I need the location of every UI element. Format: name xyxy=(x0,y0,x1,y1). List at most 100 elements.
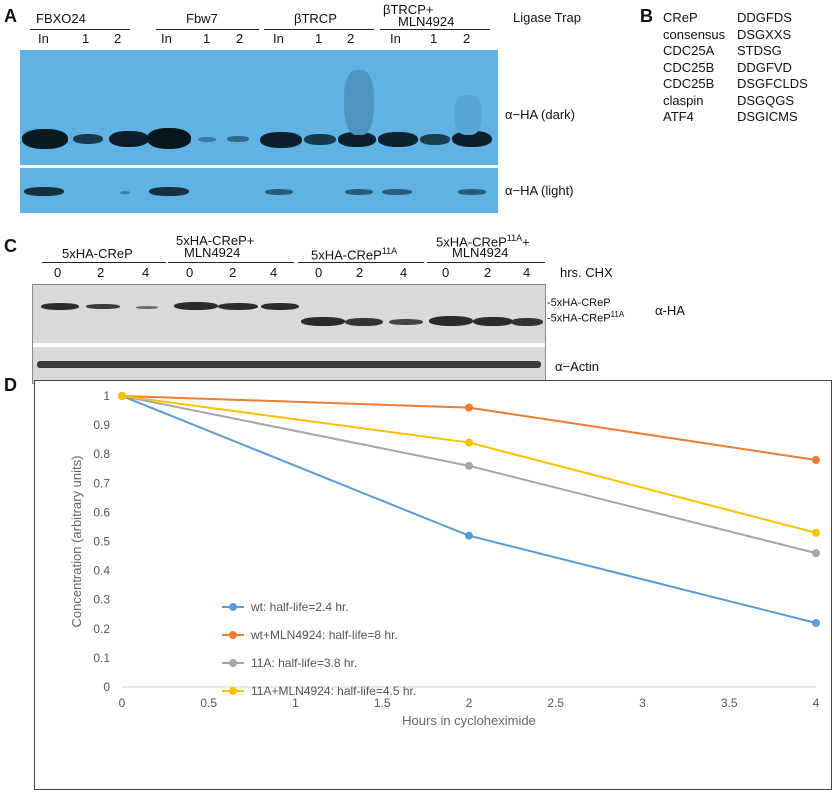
y-tick-label: 0.8 xyxy=(93,447,110,461)
blot-band xyxy=(338,132,376,147)
blot-band-actin xyxy=(37,361,541,368)
timepoint-label: 2 xyxy=(356,265,364,280)
marker-wt: -5xHA-CReP xyxy=(547,297,611,309)
blot-band xyxy=(378,132,418,147)
motif-name: CDC25B xyxy=(663,76,715,91)
panel-c-letter: C xyxy=(4,236,17,256)
motif-name: CReP xyxy=(663,10,698,25)
group-label-crep-mln-line1: 5xHA-CReP+ xyxy=(176,233,255,248)
timepoint-label: 2 xyxy=(97,265,105,280)
label-alpha-ha: α-HA xyxy=(655,303,685,318)
series-line xyxy=(121,395,817,624)
y-tick-label: 0.3 xyxy=(93,593,110,607)
blot-band xyxy=(41,303,79,310)
series-point xyxy=(812,456,820,465)
lane-label: 2 xyxy=(114,31,122,46)
legend-label: wt+MLN4924: half-life=8 hr. xyxy=(250,628,398,642)
group-label-crep-11a: 5xHA-CReP11A xyxy=(311,246,398,263)
blot-band xyxy=(345,189,373,195)
motif-name: claspin xyxy=(663,92,704,108)
label-ha-light: α−HA (light) xyxy=(505,183,574,198)
panel-d-letter: D xyxy=(4,375,17,395)
lane-label: 2 xyxy=(463,31,471,46)
legend-swatch-marker xyxy=(229,687,237,695)
group-underline xyxy=(298,262,424,263)
blot-band xyxy=(265,189,293,195)
series-point xyxy=(465,531,473,540)
chart-canvas: 0 0.1 0.2 0.3 0.4 0.5 0.6 0.7 0.8 0.9 1 0 0.5 1 1.5 2 2.… xyxy=(69,389,820,728)
timepoint-label: 0 xyxy=(315,265,323,280)
western-blot-image-a xyxy=(20,50,498,213)
group-underline xyxy=(427,262,545,263)
y-tick-label: 0.6 xyxy=(93,505,110,519)
blot-band xyxy=(198,137,216,142)
motif-sequences: DDGFDS DSGXXS STDSG DDGFVD DSGFCLDS DSGQ… xyxy=(737,10,808,126)
blot-smear xyxy=(344,70,374,135)
group-underline xyxy=(42,262,166,263)
series-point xyxy=(812,618,820,627)
blot-band xyxy=(24,187,64,196)
timepoint-label: 2 xyxy=(484,265,492,280)
marker-11a: -5xHA-CReP11A xyxy=(547,310,625,325)
series-point xyxy=(465,438,473,447)
motif-sequence: DDGFDS xyxy=(737,10,792,25)
blot-band xyxy=(109,131,149,147)
legend-label: 11A+MLN4924: half-life=4.5 hr. xyxy=(251,684,416,698)
x-tick-label: 2 xyxy=(466,696,473,710)
blot-divider xyxy=(20,165,498,168)
motif-name: consensus xyxy=(663,26,726,42)
y-tick-label: 0.9 xyxy=(93,418,110,432)
lane-label: 2 xyxy=(347,31,355,46)
blot-band xyxy=(218,303,258,310)
series-line xyxy=(121,395,817,555)
blot-band xyxy=(345,318,383,326)
series-point xyxy=(812,528,820,537)
timepoint-label: 4 xyxy=(523,265,531,280)
blot-band xyxy=(73,134,103,144)
timepoint-label: 0 xyxy=(442,265,450,280)
x-tick-label: 4 xyxy=(813,696,820,710)
group-underline xyxy=(264,29,374,30)
legend-swatch-marker xyxy=(229,631,237,639)
blot-band xyxy=(511,318,543,326)
blot-band xyxy=(420,134,450,145)
x-tick-label: 3 xyxy=(639,696,646,710)
lane-label: In xyxy=(38,31,49,46)
group-label-crep-11a-mln-line1: 5xHA-CReP11A+ xyxy=(436,233,530,250)
blot-band xyxy=(86,304,120,309)
motif-sequence: DSGQGS xyxy=(737,92,795,108)
group-underline xyxy=(30,29,130,30)
blot-band xyxy=(301,317,345,326)
x-tick-label: 2.5 xyxy=(547,696,564,710)
series-point xyxy=(118,392,126,400)
blot-band xyxy=(261,303,299,310)
blot-band xyxy=(304,134,336,145)
legend-swatch-marker xyxy=(229,603,237,611)
blot-band xyxy=(149,187,189,196)
motif-name: CDC25B xyxy=(663,59,715,75)
lane-label: 1 xyxy=(203,31,211,46)
panel-a-letter: A xyxy=(4,6,17,26)
legend-label: 11A: half-life=3.8 hr. xyxy=(251,656,357,670)
y-tick-label: 1 xyxy=(103,389,110,403)
y-tick-label: 0.7 xyxy=(93,476,110,490)
timepoint-label: 4 xyxy=(142,265,150,280)
half-life-chart: 0 0.1 0.2 0.3 0.4 0.5 0.6 0.7 0.8 0.9 1 0 0.5 1 1.5 2 2.… xyxy=(34,380,832,790)
motif-sequence: DSGICMS xyxy=(737,109,798,124)
legend-swatch-marker xyxy=(229,659,237,667)
x-tick-label: 3.5 xyxy=(721,696,738,710)
group-label-fbw7: Fbw7 xyxy=(186,11,218,26)
lane-label: 1 xyxy=(430,31,438,46)
blot-band xyxy=(473,317,513,326)
series-point xyxy=(812,549,820,558)
group-label-btrcp-mln-line1: βTRCP+ xyxy=(383,2,434,17)
blot-band xyxy=(147,128,191,149)
motif-names: CReP consensus CDC25A CDC25B CDC25B clas… xyxy=(663,10,725,126)
motif-sequence: STDSG xyxy=(737,43,782,58)
group-label-btrcp-mln-line2: MLN4924 xyxy=(398,14,455,29)
x-tick-label: 1.5 xyxy=(374,696,391,710)
ligase-trap-label: Ligase Trap xyxy=(513,10,581,25)
timepoint-label: 0 xyxy=(186,265,194,280)
y-tick-label: 0.4 xyxy=(93,564,110,578)
group-label-btrcp: βTRCP xyxy=(294,11,337,26)
